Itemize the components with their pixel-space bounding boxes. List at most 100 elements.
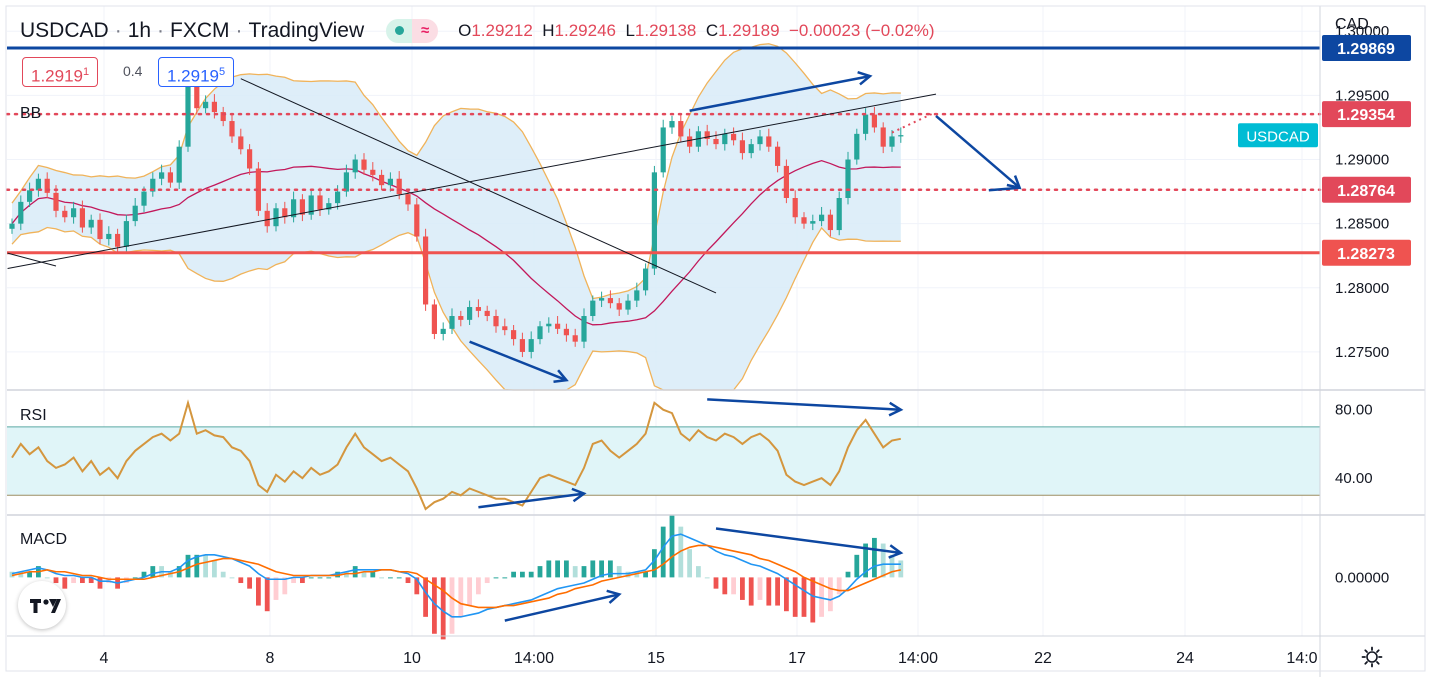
candle-body: [493, 316, 499, 327]
price-tick-label: 1.28000: [1335, 280, 1389, 297]
candle-body: [581, 316, 587, 342]
macd-histogram-bar: [669, 515, 675, 578]
macd-histogram-bar: [652, 549, 657, 578]
macd-histogram-bar: [581, 566, 587, 578]
macd-signal-line: [11, 544, 901, 609]
chart-header: USDCAD · 1h · FXCM · TradingView ≈ O1.29…: [20, 18, 935, 44]
candle-body: [827, 214, 833, 231]
symbol-name[interactable]: USDCAD: [20, 19, 109, 42]
macd-histogram-bar: [555, 560, 560, 578]
macd-indicator-label[interactable]: MACD: [20, 531, 68, 548]
wave-icon: ≈: [412, 19, 439, 43]
time-tick-label: 17: [788, 650, 806, 667]
candle-body: [97, 219, 103, 240]
price-axis: 1.300001.295001.290001.285001.280001.275…: [1238, 23, 1411, 586]
candle-body: [211, 101, 217, 113]
macd-histogram-bar: [511, 571, 516, 578]
candle-body: [748, 144, 754, 154]
rsi-indicator-label[interactable]: RSI: [20, 407, 47, 424]
market-status[interactable]: ≈: [386, 19, 439, 43]
candle-body: [484, 310, 490, 317]
candle-body: [590, 300, 596, 317]
divergence-arrow: [478, 487, 587, 509]
macd-histogram-bar: [203, 554, 208, 578]
sell-price-button[interactable]: 1.29191: [22, 57, 99, 87]
divergence-arrow: [707, 398, 904, 417]
candle-body: [563, 328, 569, 336]
macd-histogram-bar: [625, 571, 631, 578]
candle-body: [405, 194, 411, 205]
candle-body: [801, 217, 807, 224]
macd-histogram-bar: [643, 571, 648, 578]
macd-histogram-bar: [44, 577, 50, 579]
candle-body: [449, 316, 455, 329]
time-tick-label: 24: [1176, 650, 1194, 667]
candle-body: [625, 300, 631, 310]
macd-histogram-bar: [414, 577, 420, 595]
interval[interactable]: 1h: [127, 19, 152, 42]
macd-histogram-bar: [388, 577, 393, 579]
currency-selector[interactable]: CAD ⌄: [1335, 16, 1381, 33]
macd-line: [11, 533, 901, 618]
candle-body: [775, 146, 781, 166]
buy-price-button[interactable]: 1.29195: [158, 57, 235, 87]
macd-histogram-bar: [185, 554, 191, 578]
candle-body: [713, 138, 719, 145]
candle-body: [678, 121, 684, 137]
time-tick-label: 8: [266, 650, 275, 667]
macd-histogram-bar: [361, 571, 367, 578]
arrow-down: [935, 114, 1022, 190]
gear-icon[interactable]: [1361, 646, 1383, 668]
candle-body: [660, 127, 666, 173]
candle-body: [53, 192, 59, 211]
macd-histogram-bar: [317, 577, 323, 579]
macd-histogram-bar: [370, 571, 376, 578]
bb-indicator-label[interactable]: BB: [20, 105, 42, 122]
macd-histogram-bar: [150, 566, 156, 578]
macd-histogram-bar: [27, 571, 32, 578]
macd-histogram-bar: [194, 554, 200, 578]
chevron-down-icon: ⌄: [1371, 20, 1381, 32]
annotations: [7, 70, 1022, 383]
candle-body: [502, 326, 508, 331]
candle-body: [308, 195, 314, 215]
candle-body: [238, 136, 244, 150]
candle-body: [185, 85, 191, 147]
candle-body: [599, 298, 605, 301]
candle-body: [634, 290, 640, 301]
divergence-arrow: [715, 527, 904, 559]
candle-body: [739, 140, 745, 154]
candle-body: [766, 136, 772, 147]
arrow-shaft: [707, 398, 901, 411]
arrow-head: [606, 589, 622, 604]
candle-body: [79, 208, 85, 228]
arrow-head: [888, 544, 904, 559]
candle-body: [616, 303, 622, 310]
tradingview-logo-icon[interactable]: [18, 581, 66, 629]
header-separator: ·: [157, 19, 165, 42]
macd-histogram-bar: [80, 577, 85, 584]
macd-histogram-bar: [528, 571, 534, 578]
macd-histogram-bar: [141, 571, 147, 578]
candle-body: [273, 208, 279, 227]
macd-pane: [9, 515, 904, 640]
candle-body: [651, 172, 657, 269]
market-open-dot-icon: [386, 19, 413, 43]
candle-body: [335, 191, 341, 204]
macd-histogram-bar: [775, 577, 780, 606]
macd-histogram-bar: [212, 560, 217, 578]
candle-body: [845, 159, 851, 198]
candle-body: [871, 114, 877, 128]
candle-body: [643, 268, 649, 291]
macd-histogram-bar: [379, 577, 384, 579]
macd-histogram-bar: [273, 577, 279, 600]
candle-body: [889, 136, 895, 147]
rsi-band-fill: [7, 426, 1320, 496]
trendline: [7, 93, 937, 270]
macd-histogram-bar: [687, 549, 692, 578]
candle-body: [731, 133, 737, 141]
macd-histogram-bar: [880, 543, 886, 578]
candle-body: [511, 330, 517, 340]
macd-histogram-bar: [898, 560, 904, 578]
